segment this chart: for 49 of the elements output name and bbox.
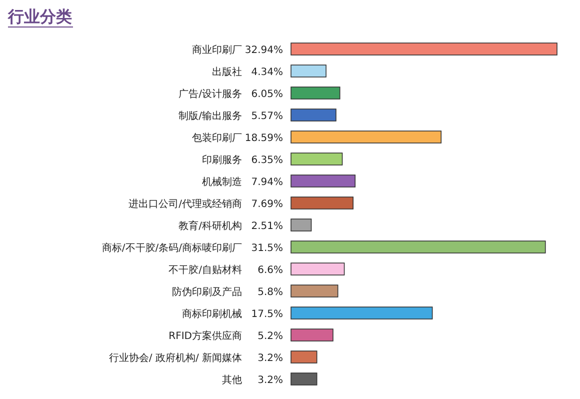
y-tick-label: 进出口公司/代理或经销商 [128,198,242,210]
y-tick-label: 行业协会/ 政府机构/ 新闻媒体 [108,352,242,364]
y-tick-label: 包装印刷厂 [192,132,242,144]
y-tick-label: 出版社 [212,66,242,78]
y-tick-label: 制版/输出服务 [178,110,242,122]
bar [290,218,312,232]
data-label: 6.35% [251,155,283,166]
data-label: 6.05% [251,89,283,100]
y-tick-label: 印刷服务 [202,154,242,166]
bar [290,350,318,364]
y-tick-label: 防伪印刷及产品 [172,286,242,298]
bar [290,306,433,320]
bar [290,86,340,100]
bar [290,42,558,56]
y-tick-label: 商标印刷机械 [182,308,242,320]
bar [290,328,334,342]
bar [290,240,546,254]
data-label: 5.2% [258,331,283,342]
data-label: 17.5% [251,309,283,320]
data-label: 31.5% [251,243,283,254]
data-label: 7.94% [251,177,283,188]
y-tick-label: RFID方案供应商 [168,330,242,342]
data-label: 32.94% [244,45,283,56]
data-label: 6.6% [258,265,283,276]
data-label: 3.2% [258,375,283,386]
text: 行业分类 [7,7,72,26]
y-tick-label: 机械制造 [202,176,242,188]
bar [290,174,356,188]
y-tick-label: 教育/科研机构 [178,220,242,232]
data-label: 5.8% [258,287,283,298]
y-tick-label: 广告/设计服务 [178,88,242,100]
data-label: 18.59% [244,133,283,144]
data-label: 5.57% [251,111,283,122]
bar [290,130,442,144]
bar [290,262,345,276]
data-label: 7.69% [251,199,283,210]
bar [290,64,326,78]
data-label: 2.51% [251,221,283,232]
bar [290,152,343,166]
bar [290,108,336,122]
bar [290,372,318,386]
bar [290,284,338,298]
y-tick-label: 商标/不干胶/条码/商标唛印刷厂 [102,242,242,254]
y-tick-label: 不干胶/自贴材料 [168,264,242,276]
data-label: 4.34% [251,67,283,78]
data-label: 3.2% [258,353,283,364]
y-tick-label: 商业印刷厂 [192,44,242,56]
y-tick-label: 其他 [222,374,242,386]
bar [290,196,354,210]
